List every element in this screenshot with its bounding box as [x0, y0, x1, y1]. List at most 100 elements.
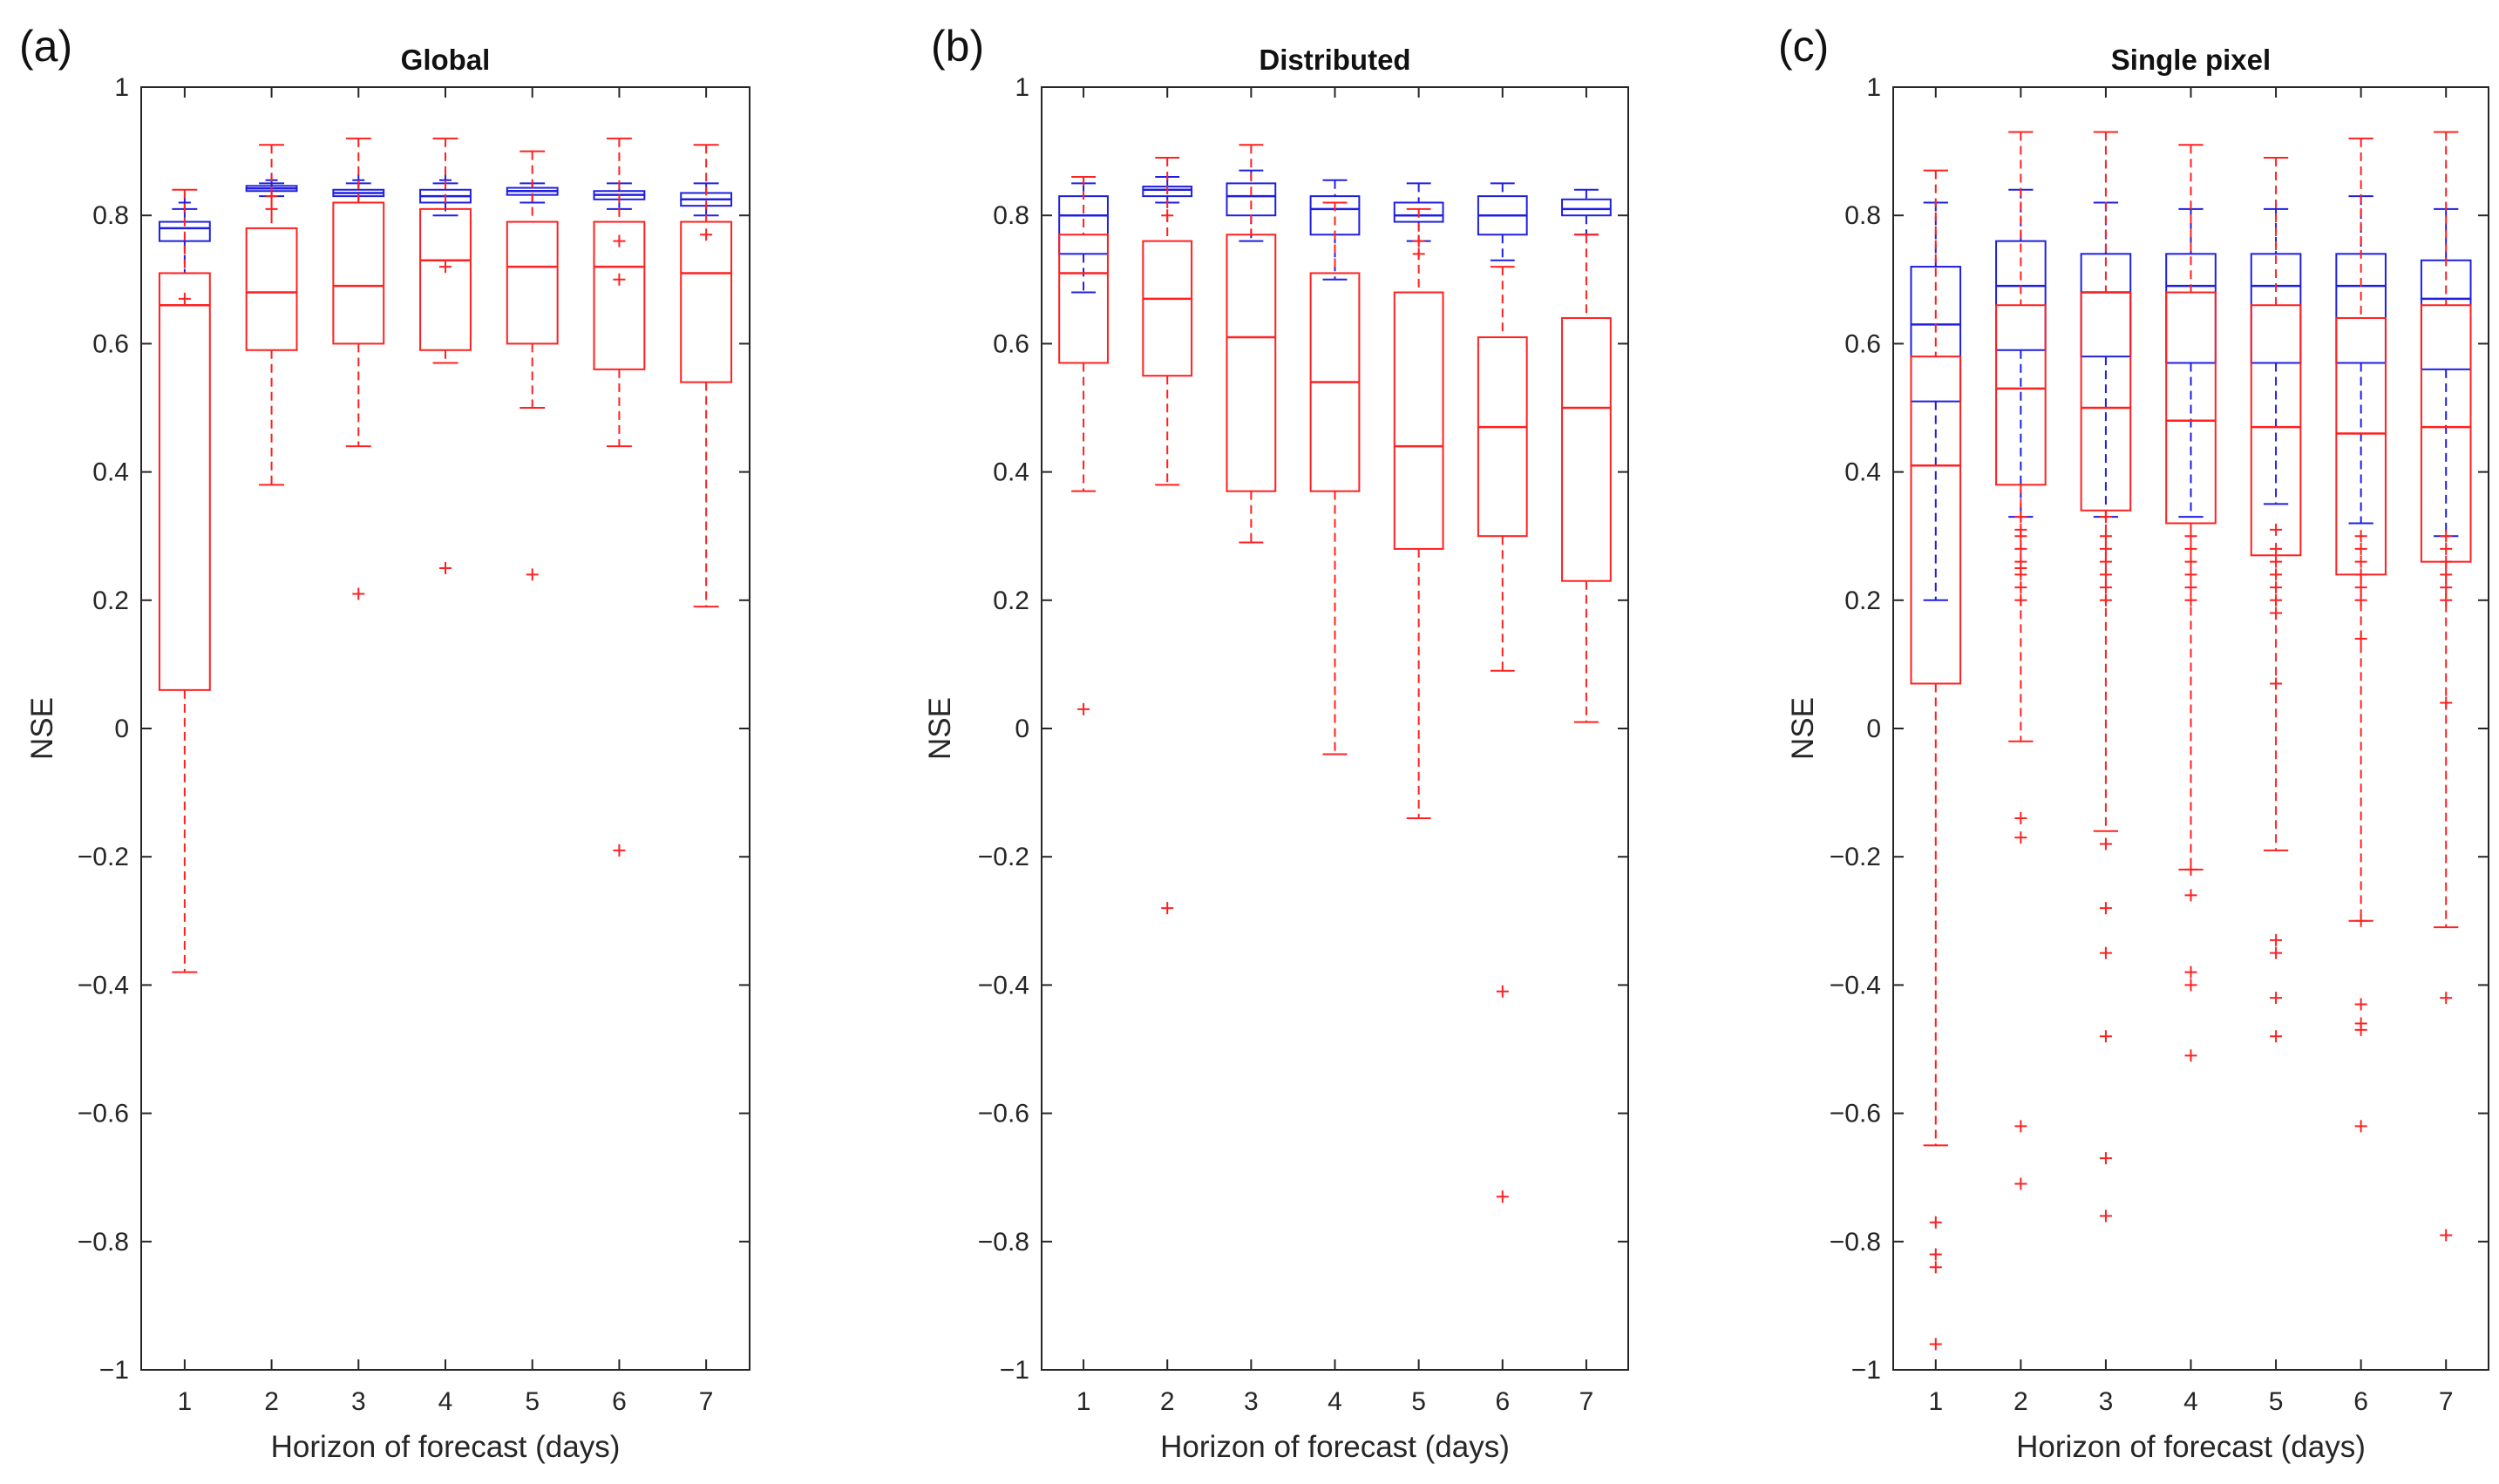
outlier-mark [2354, 530, 2367, 543]
outlier-mark [2354, 998, 2367, 1011]
box-red-3 [332, 137, 385, 600]
x-tick-label: 1 [178, 1387, 193, 1416]
panel-label: (b) [931, 22, 984, 71]
outlier-mark [439, 261, 452, 274]
outlier-mark [2270, 946, 2283, 959]
box-red-5 [506, 150, 559, 581]
box-red-1 [1058, 176, 1109, 715]
box-body [158, 272, 211, 691]
y-tick-label: −0.2 [978, 843, 1029, 871]
y-tick-label: −0.8 [1830, 1228, 1881, 1257]
chart-panel-3: (c) Single pixel −1 −0.8 −0.6 −0.4 −0.2 0 0.2 0.4… [1778, 22, 2489, 1464]
box-red-2 [1995, 131, 2047, 1190]
outlier-mark [2184, 593, 2197, 606]
box-body [1561, 198, 1612, 217]
y-tick-label: 1 [114, 73, 129, 102]
box-body [245, 227, 298, 351]
box-body [2080, 253, 2132, 358]
outlier-mark [2440, 542, 2453, 555]
box-red-5 [2250, 156, 2302, 1043]
x-tick-label: 3 [1244, 1387, 1259, 1416]
outlier-mark [2099, 1210, 2112, 1223]
outlier-mark [2014, 831, 2027, 844]
outlier-mark [2014, 593, 2027, 606]
chart-panel-2: (b) Distributed −1 −0.8 −0.6 −0.4 −0.2 0 0.2 0.4 0… [923, 22, 1629, 1464]
y-tick-label: 0.6 [1844, 329, 1881, 358]
outlier-mark [2440, 1229, 2453, 1242]
y-tick-label: 0.2 [993, 586, 1029, 615]
panel-label: (c) [1778, 22, 1829, 71]
outlier-mark [2440, 696, 2453, 709]
outlier-mark [613, 844, 626, 857]
chart-title: Distributed [1259, 44, 1410, 76]
y-tick-label: 1 [1015, 73, 1029, 102]
y-tick-label: 0.8 [92, 201, 129, 230]
y-tick-label: 0.6 [92, 329, 129, 358]
outlier-mark [2184, 889, 2197, 902]
outlier-mark [2440, 530, 2453, 543]
outlier-mark [2099, 1030, 2112, 1043]
plot-frame [140, 86, 750, 1371]
y-tick-label: −1 [1851, 1356, 1881, 1385]
outlier-mark [2014, 581, 2027, 594]
outlier-mark [2184, 555, 2197, 568]
outlier-mark [2099, 902, 2112, 915]
box-red-3 [2080, 131, 2132, 1223]
outlier-mark [2270, 581, 2283, 594]
y-tick-label: −0.4 [978, 971, 1029, 999]
x-tick-label: 5 [525, 1387, 540, 1416]
y-tick-label: 0.4 [1844, 458, 1881, 487]
y-tick-label: −0.2 [1830, 843, 1881, 871]
box-red-6 [1477, 266, 1528, 1203]
box-body [1477, 336, 1528, 538]
outlier-mark [1077, 702, 1090, 715]
box-red-4 [2165, 144, 2217, 1062]
box-red-1 [1910, 169, 1962, 1351]
outlier-mark [2440, 555, 2453, 568]
box-body [680, 220, 733, 383]
outlier-mark [2270, 542, 2283, 555]
box-red-2 [245, 144, 298, 486]
x-tick-label: 5 [1411, 1387, 1426, 1416]
box-blue-4 [2165, 207, 2217, 518]
x-tick-label: 6 [1495, 1387, 1510, 1416]
y-tick-label: −0.6 [978, 1100, 1029, 1128]
x-tick-label: 2 [264, 1387, 279, 1416]
box-body [1142, 240, 1193, 377]
outlier-mark [2354, 914, 2367, 927]
outlier-mark [2440, 992, 2453, 1005]
box-body [2165, 291, 2217, 525]
outlier-mark [526, 568, 539, 581]
box-body [2080, 291, 2132, 512]
y-tick-label: −1 [1000, 1356, 1029, 1385]
x-axis-label: Horizon of forecast (days) [271, 1430, 621, 1464]
outlier-mark [2099, 581, 2112, 594]
outlier-mark [700, 228, 713, 241]
box-red-7 [1561, 234, 1612, 723]
box-body [1058, 234, 1109, 364]
box-body [419, 207, 472, 351]
outlier-mark [2354, 1120, 2367, 1133]
box-red-7 [680, 144, 733, 608]
y-tick-label: −0.6 [78, 1100, 129, 1128]
outlier-mark [2014, 1177, 2027, 1190]
outlier-mark [1929, 1261, 1942, 1274]
y-tick-label: −0.4 [78, 971, 129, 999]
outlier-mark [2270, 555, 2283, 568]
outlier-mark [2099, 530, 2112, 543]
box-body [1995, 240, 2047, 351]
outlier-mark [2440, 593, 2453, 606]
box-red-4 [1309, 201, 1361, 756]
outlier-mark [2184, 979, 2197, 992]
y-tick-label: 0.8 [1844, 201, 1881, 230]
outlier-mark [265, 202, 278, 215]
outlier-mark [2270, 593, 2283, 606]
x-tick-label: 7 [2439, 1387, 2454, 1416]
outlier-mark [2354, 555, 2367, 568]
outlier-mark [2270, 677, 2283, 690]
outlier-mark [1929, 1216, 1942, 1229]
outlier-mark [2270, 992, 2283, 1005]
outlier-mark [1412, 247, 1425, 261]
outlier-mark [2184, 542, 2197, 555]
y-tick-label: 0.2 [1844, 586, 1881, 615]
